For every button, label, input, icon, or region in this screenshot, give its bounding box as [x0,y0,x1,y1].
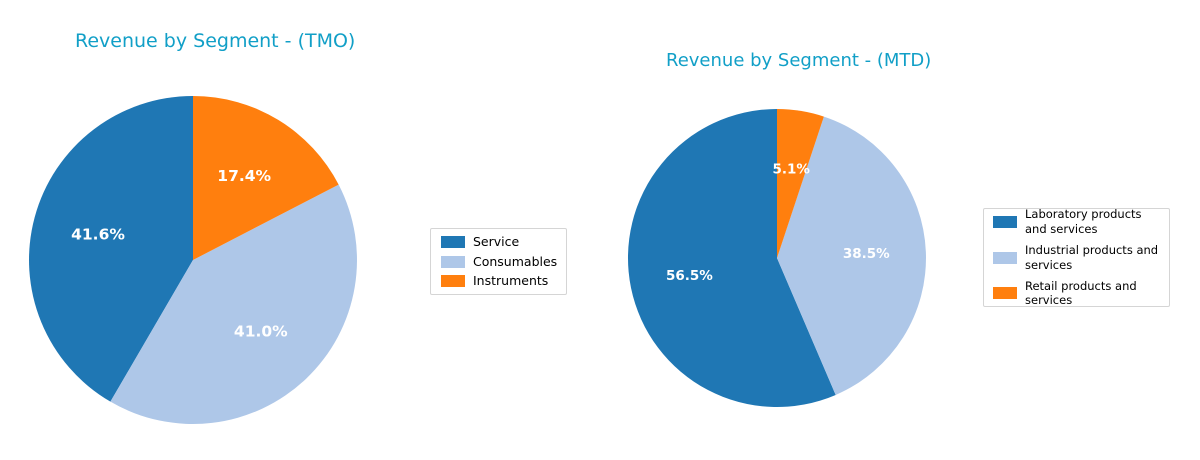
chart-title-mtd: Revenue by Segment - (MTD) [666,50,932,71]
pie-percent-label: 38.5% [843,246,890,262]
pie-slice-instruments [193,96,339,260]
legend-swatch-icon [441,235,465,248]
legend-label: Retail products and services [1025,278,1137,308]
legend-label: Laboratory products and services [1025,207,1142,236]
legend-swatch-icon [441,275,465,288]
legend-label: Industrial products and services [1025,243,1159,272]
pie-percent-label: 41.6% [71,225,125,243]
legend-label: Service [473,233,520,249]
legend-tmo: Service Consumables Instruments [430,228,567,295]
legend-label: Instruments [473,273,549,289]
legend-swatch-icon [993,215,1017,228]
legend-item: Retail products and services [993,279,1160,308]
legend-swatch-icon [993,251,1017,264]
legend-item: Instruments [441,274,556,288]
pie-chart-mtd: 56.5% 38.5% 5.1% [627,109,926,407]
pie-percent-label: 17.4% [217,167,271,185]
pie-slice-service [29,96,193,402]
pie-slice-laboratory-products-and-services [627,109,836,407]
legend-swatch-icon [993,287,1017,300]
legend-mtd: Laboratory products and services Industri… [983,207,1170,308]
pie-slice-retail-products-and-services [777,109,824,258]
legend-item: Service [441,235,556,249]
pie-percent-label: 56.5% [666,268,713,284]
legend-item: Industrial products and services [993,243,1160,272]
pie-percent-label: 41.0% [234,322,288,340]
pie-percent-label: 5.1% [772,162,810,178]
legend-item: Consumables [441,253,558,269]
legend-label: Consumables [473,253,558,269]
legend-item: Laboratory products and services [993,207,1160,236]
legend-swatch-icon [441,255,465,268]
chart-title-tmo: Revenue by Segment - (TMO) [75,30,356,52]
pie-slice-industrial-products-and-services [777,116,926,395]
pie-slice-consumables [110,184,357,424]
pie-chart-tmo: 41.6% 41.0% 17.4% [29,96,357,424]
